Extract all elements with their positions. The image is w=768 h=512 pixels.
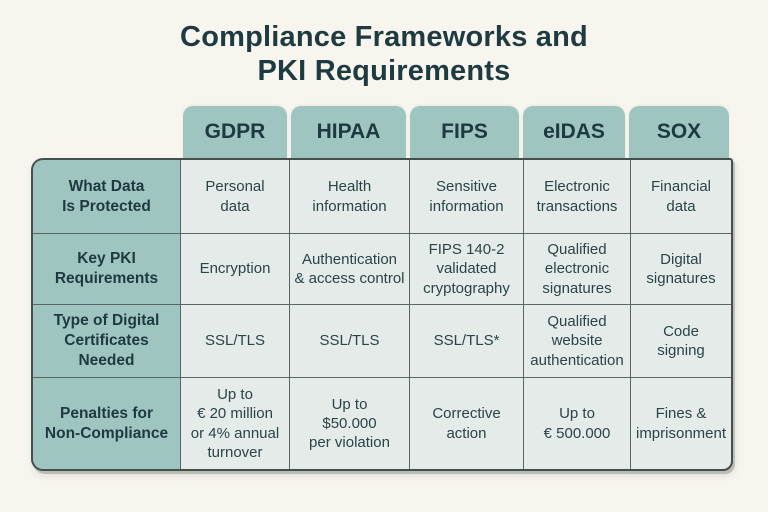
table-cell-eidas-certs: Qualified website authentication xyxy=(524,305,630,377)
column-header-sox: SOX xyxy=(629,106,729,158)
table-cell-gdpr-data: Personal data xyxy=(181,160,289,233)
table-cell-sox-pki: Digital signatures xyxy=(631,234,731,304)
table-cell-gdpr-pki: Encryption xyxy=(181,234,289,304)
table-cell-hipaa-penalties: Up to $50.000 per violation xyxy=(290,378,409,469)
row-label-pki-requirements: Key PKI Requirements xyxy=(33,234,180,304)
column-header-hipaa: HIPAA xyxy=(291,106,406,158)
column-header-fips: FIPS xyxy=(410,106,519,158)
table-cell-fips-certs: SSL/TLS* xyxy=(410,305,523,377)
row-label-data-protected: What Data Is Protected xyxy=(33,160,180,233)
table-cell-fips-penalties: Corrective action xyxy=(410,378,523,469)
page-title: Compliance Frameworks and PKI Requiremen… xyxy=(180,21,588,87)
row-label-certificate-types: Type of Digital Certificates Needed xyxy=(33,305,180,377)
row-label-penalties: Penalties for Non-Compliance xyxy=(33,378,180,469)
comparison-table: What Data Is Protected Personal data Hea… xyxy=(31,158,733,471)
table-cell-hipaa-pki: Authentication & access control xyxy=(290,234,409,304)
column-header-eidas: eIDAS xyxy=(523,106,625,158)
table-cell-fips-data: Sensitive information xyxy=(410,160,523,233)
table-cell-hipaa-certs: SSL/TLS xyxy=(290,305,409,377)
table-cell-fips-pki: FIPS 140-2 validated cryptography xyxy=(410,234,523,304)
table-cell-eidas-data: Electronic transactions xyxy=(524,160,630,233)
table-cell-eidas-penalties: Up to € 500.000 xyxy=(524,378,630,469)
table-cell-sox-certs: Code signing xyxy=(631,305,731,377)
table-cell-sox-data: Financial data xyxy=(631,160,731,233)
table-cell-gdpr-penalties: Up to € 20 million or 4% annual turnover xyxy=(181,378,289,469)
column-header-row: GDPR HIPAA FIPS eIDAS SOX xyxy=(33,106,731,158)
table-cell-hipaa-data: Health information xyxy=(290,160,409,233)
table-cell-eidas-pki: Qualified electronic signatures xyxy=(524,234,630,304)
table-cell-sox-penalties: Fines & imprisonment xyxy=(631,378,731,469)
column-header-gdpr: GDPR xyxy=(183,106,287,158)
table-cell-gdpr-certs: SSL/TLS xyxy=(181,305,289,377)
